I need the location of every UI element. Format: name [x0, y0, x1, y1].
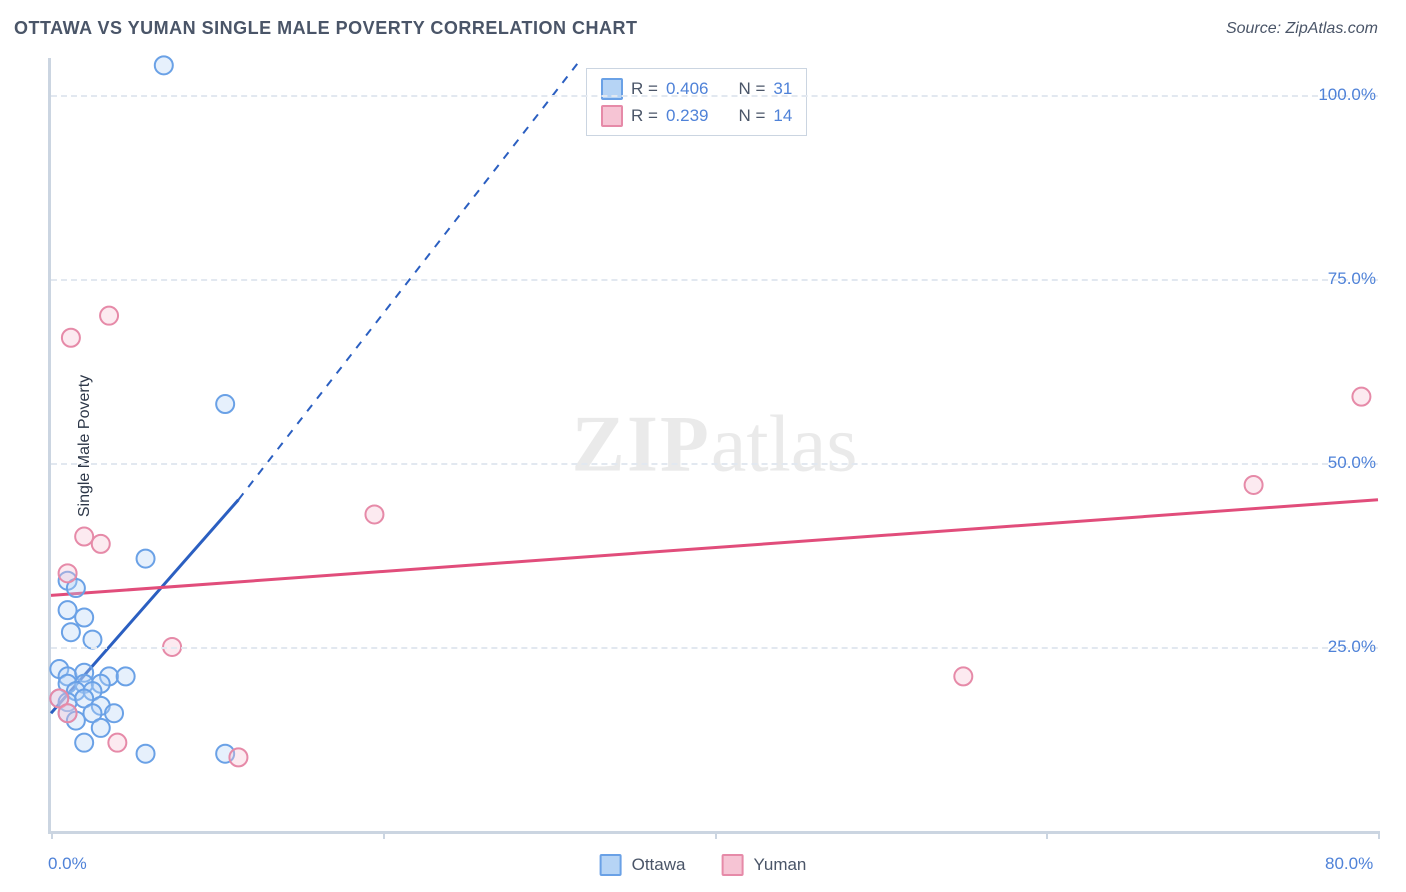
data-point	[59, 704, 77, 722]
n-value: 14	[773, 102, 792, 129]
legend-swatch	[600, 854, 622, 876]
data-point	[1245, 476, 1263, 494]
data-point	[92, 719, 110, 737]
x-tick	[715, 831, 717, 839]
gridline	[51, 279, 1378, 281]
data-point	[100, 307, 118, 325]
legend-correlation: R = 0.406 N = 31 R = 0.239 N = 14	[586, 68, 807, 136]
chart-title: OTTAWA VS YUMAN SINGLE MALE POVERTY CORR…	[14, 18, 638, 39]
x-tick	[51, 831, 53, 839]
legend-swatch	[601, 105, 623, 127]
data-point	[954, 667, 972, 685]
y-tick-label: 100.0%	[1318, 85, 1376, 105]
legend-label: Ottawa	[632, 855, 686, 875]
data-point	[62, 329, 80, 347]
data-point	[62, 623, 80, 641]
data-point	[105, 704, 123, 722]
data-point	[117, 667, 135, 685]
chart-svg	[51, 58, 1378, 831]
data-point	[1352, 388, 1370, 406]
x-tick-label: 80.0%	[1325, 854, 1373, 874]
legend-item: Ottawa	[600, 854, 686, 876]
data-point	[155, 56, 173, 74]
y-tick-label: 50.0%	[1328, 453, 1376, 473]
n-label: N =	[738, 102, 765, 129]
legend-label: Yuman	[753, 855, 806, 875]
source-credit: Source: ZipAtlas.com	[1226, 20, 1378, 38]
legend-row: R = 0.239 N = 14	[601, 102, 792, 129]
legend-series: Ottawa Yuman	[600, 854, 807, 876]
x-tick	[383, 831, 385, 839]
chart-plot-area: ZIPatlas R =0.406N =31R =0.239N =14	[48, 58, 1378, 834]
y-tick-label: 75.0%	[1328, 269, 1376, 289]
y-tick-label: 25.0%	[1328, 637, 1376, 657]
r-value: 0.406	[666, 75, 709, 102]
gridline	[51, 463, 1378, 465]
x-tick-label: 0.0%	[48, 854, 87, 874]
data-point	[216, 395, 234, 413]
trend-line	[51, 500, 1378, 596]
data-point	[92, 535, 110, 553]
data-point	[59, 564, 77, 582]
data-point	[229, 748, 247, 766]
r-label: R =	[631, 75, 658, 102]
data-point	[59, 601, 77, 619]
legend-row: R = 0.406 N = 31	[601, 75, 792, 102]
data-point	[137, 550, 155, 568]
x-tick	[1046, 831, 1048, 839]
gridline	[51, 647, 1378, 649]
n-label: N =	[738, 75, 765, 102]
legend-item: Yuman	[721, 854, 806, 876]
data-point	[108, 734, 126, 752]
x-tick	[1378, 831, 1380, 839]
data-point	[75, 734, 93, 752]
data-point	[137, 745, 155, 763]
legend-swatch	[721, 854, 743, 876]
data-point	[83, 631, 101, 649]
data-point	[365, 505, 383, 523]
gridline	[51, 95, 1378, 97]
r-value: 0.239	[666, 102, 709, 129]
data-point	[75, 609, 93, 627]
n-value: 31	[773, 75, 792, 102]
r-label: R =	[631, 102, 658, 129]
data-point	[75, 528, 93, 546]
